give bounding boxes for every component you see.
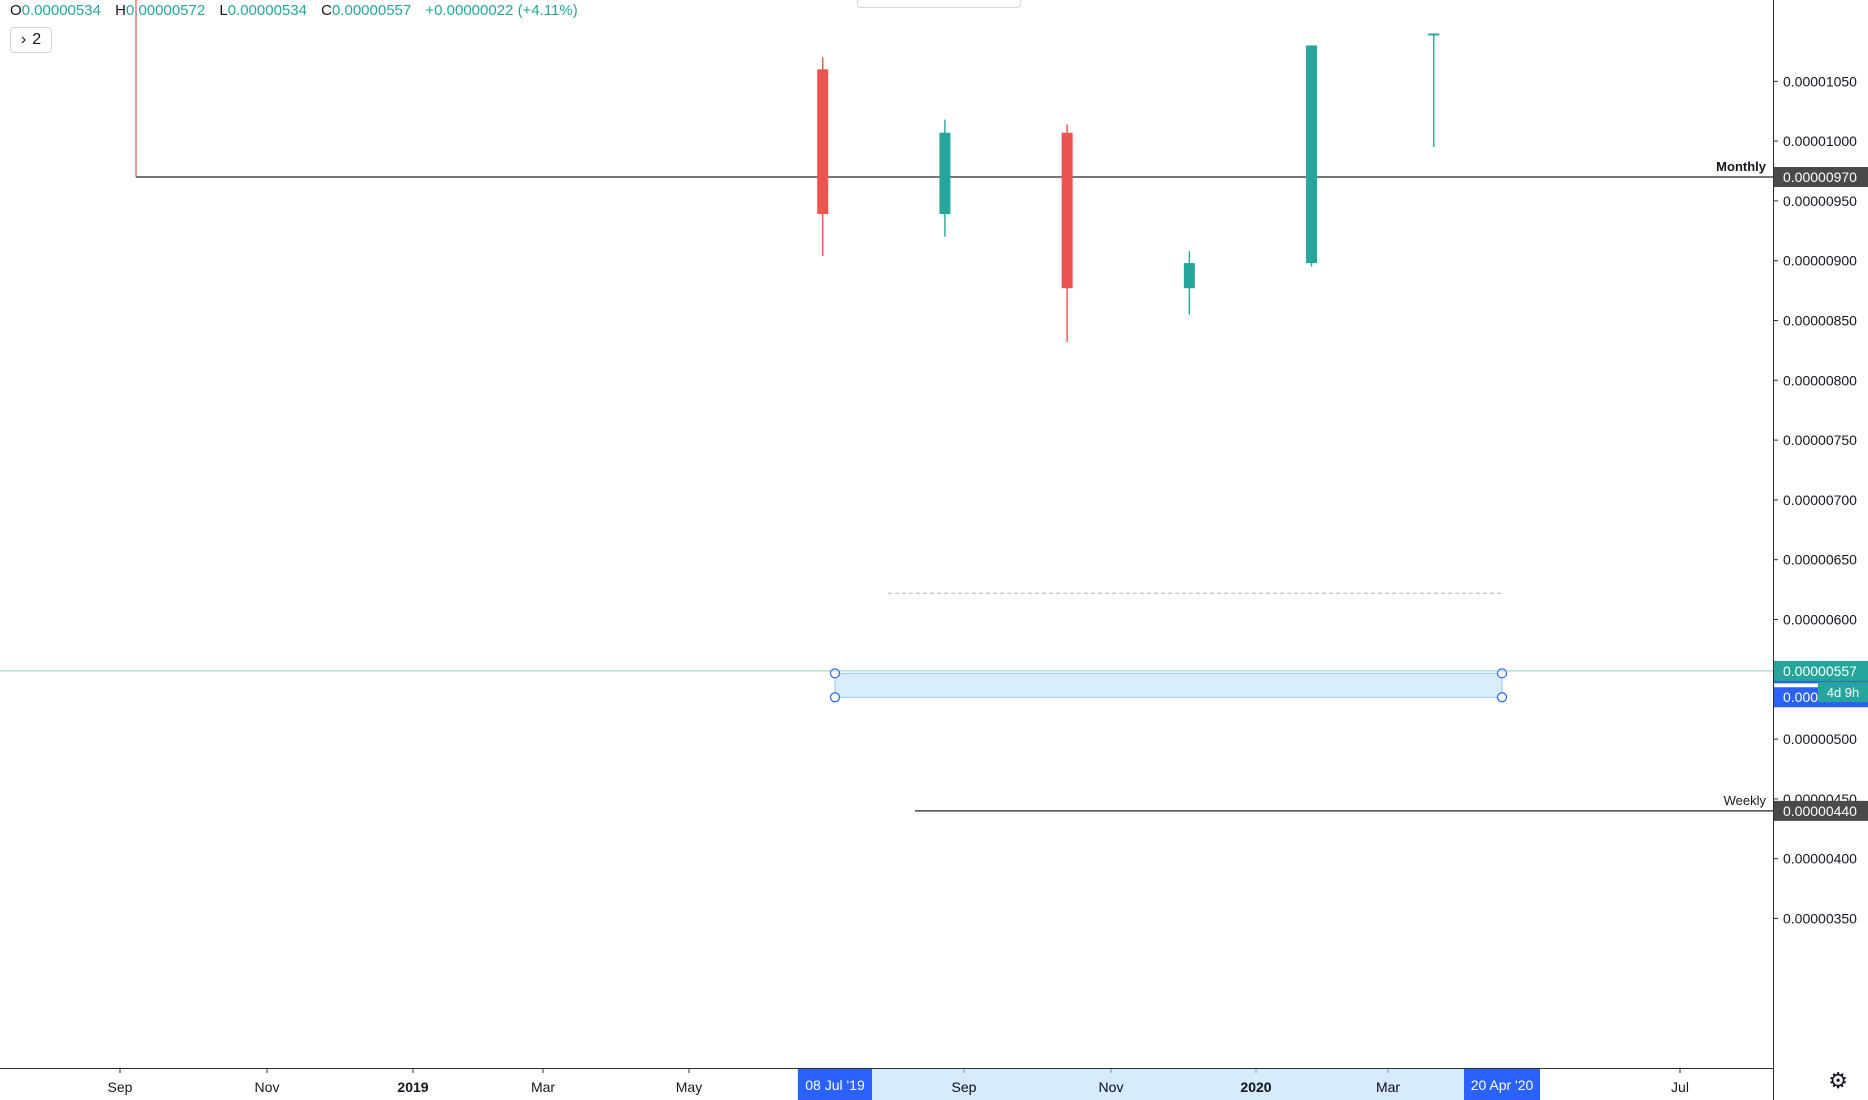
zone-handle [1496,668,1508,679]
level-name-label: Monthly [1716,159,1767,174]
y-tick-label: 0.00000400 [1783,851,1857,867]
x-tick-label: Mar [531,1079,555,1095]
y-tick-label: 0.00000850 [1783,313,1857,329]
level-name-label: Weekly [1724,793,1767,808]
candle-body [1306,45,1318,264]
level-price-badge [1774,166,1868,187]
chevron-right-icon: › [20,31,27,48]
x-tick-label: Nov [1099,1079,1124,1095]
x-tick-label: Jul [1671,1079,1689,1095]
candle-body [1061,132,1073,289]
y-tick-label: 0.00000950 [1783,193,1857,209]
toolbar-tab-partial[interactable] [857,0,1021,8]
countdown-bg [1818,681,1868,702]
candle [939,119,951,237]
open-value: 0.00000534 [21,2,101,19]
support-zone [834,672,1503,698]
x-tick-label: Sep [952,1079,977,1095]
y-tick-label: 0.00000600 [1783,612,1857,628]
x-tick-label: 2019 [397,1079,428,1095]
candle [1306,45,1318,267]
candle [1061,124,1073,343]
x-tick-label: Sep [108,1079,133,1095]
y-tick-label: 0.00000500 [1783,731,1857,747]
y-tick-label: 0.00000900 [1783,253,1857,269]
x-tick-label: Mar [1376,1079,1400,1095]
level-price-label: 0.00000440 [1783,803,1857,819]
candle-body [1183,263,1195,289]
x-tick-label: Nov [255,1079,280,1095]
candle [1183,251,1195,315]
low-value: 0.00000534 [227,2,307,19]
y-tick-label: 0.00000350 [1783,911,1857,927]
level-layer: Monthly Weekly [135,0,1773,812]
level-price-badge [1774,800,1868,821]
close-value: 0.00000557 [331,2,412,19]
ohlc-legend: O0.00000534 H0.00000572 L0.00000534 C0.0… [10,2,578,19]
zone-handle [829,692,841,703]
collapse-indicators-button[interactable]: › 2 [10,27,52,53]
high-value: 0.00000572 [125,2,206,19]
y-tick-label: 0.00000700 [1783,492,1857,508]
x-tick-label: 2020 [1240,1079,1271,1095]
y-tick-label: 0.00001000 [1783,133,1857,149]
candle [817,57,829,256]
countdown-label: 4d 9h [1827,685,1860,700]
close-label: C [321,2,332,19]
open-label: O [10,2,22,19]
zone-layer [0,592,1773,703]
candle-layer [817,33,1440,343]
candle-body [939,132,951,215]
range-start-label-bg [798,1069,872,1100]
y-tick-label: 0.00000800 [1783,372,1857,388]
candle-body [1428,33,1440,36]
price-axis-bg [1773,0,1868,1100]
range-start-label: 08 Jul '19 [805,1077,865,1093]
zone-handle [829,668,841,679]
x-tick-label: May [676,1079,702,1095]
current-price-label: 0.00000557 [1783,663,1857,679]
time-range-highlight [797,1069,1540,1100]
current-price-label-bg [1774,660,1868,681]
y-tick-label: 0.00000750 [1783,432,1857,448]
zone-handle [1496,692,1508,703]
gear-icon[interactable]: ⚙ [1828,1068,1848,1093]
candle [1428,33,1440,148]
indicator-count: 2 [32,31,42,48]
y-tick-label: 0.00000650 [1783,552,1857,568]
high-label: H [115,2,126,19]
range-end-label-bg [1464,1069,1540,1100]
candle-body [817,69,829,215]
level-price-label: 0.00000970 [1783,169,1857,185]
change-value: +0.00000022 (+4.11%) [425,2,578,19]
y-tick-label: 0.00001050 [1783,73,1857,89]
low-label: L [219,2,228,19]
range-end-label: 20 Apr '20 [1471,1077,1534,1093]
